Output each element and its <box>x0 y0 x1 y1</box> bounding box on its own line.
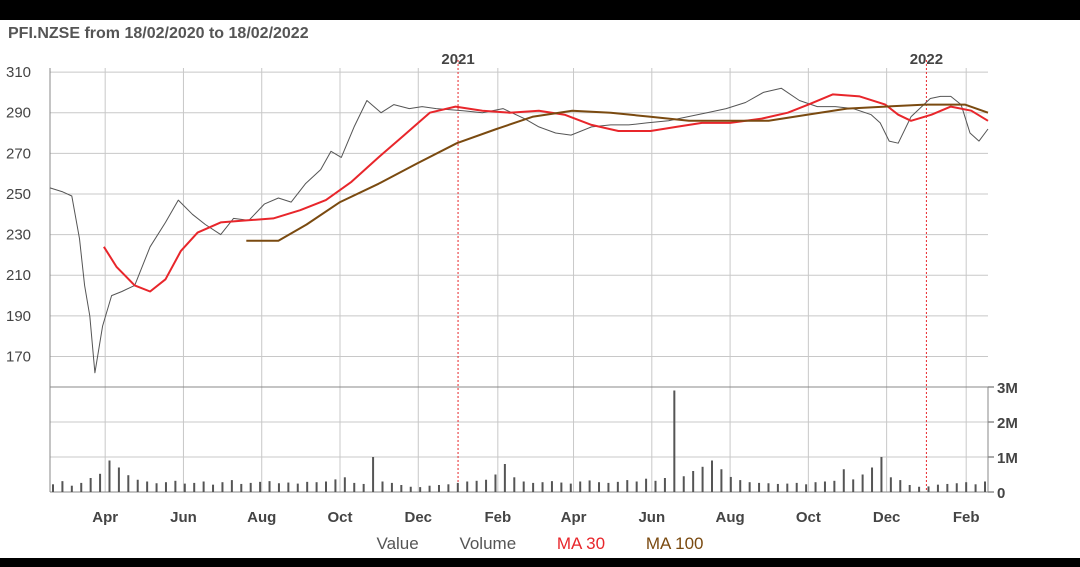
y-tick-label: 170 <box>6 349 31 366</box>
x-tick-label: Aug <box>715 509 744 526</box>
volume-tick-label: 3M <box>997 380 1018 397</box>
x-tick-label: Oct <box>327 509 352 526</box>
y-tick-label: 190 <box>6 308 31 325</box>
legend-ma30: MA 30 <box>556 534 606 553</box>
y-tick-label: 310 <box>6 64 31 81</box>
legend: Value Volume MA 30 MA 100 <box>0 534 1080 554</box>
year-marker-label: 2021 <box>441 51 474 68</box>
volume-tick-label: 0 <box>997 485 1005 502</box>
series-line-value <box>49 87 989 374</box>
x-tick-label: Feb <box>484 509 511 526</box>
x-tick-label: Dec <box>405 509 433 526</box>
series-line-ma30 <box>103 93 989 293</box>
chart-title: PFI.NZSE from 18/02/2020 to 18/02/2022 <box>8 25 309 42</box>
y-tick-label: 270 <box>6 145 31 162</box>
x-tick-label: Apr <box>92 509 118 526</box>
x-tick-label: Jun <box>170 509 197 526</box>
y-tick-label: 230 <box>6 227 31 244</box>
y-tick-label: 210 <box>6 267 31 284</box>
chart-frame: PFI.NZSE from 18/02/2020 to 18/02/2022 A… <box>0 20 1080 558</box>
x-tick-label: Aug <box>247 509 276 526</box>
legend-volume: Volume <box>459 534 517 553</box>
x-tick-label: Apr <box>561 509 587 526</box>
legend-value: Value <box>376 534 419 553</box>
year-marker-label: 2022 <box>910 51 943 68</box>
price-chart: Apr Jun Aug Oct Dec Feb Apr Jun Aug Oct Dec Feb 310 2… <box>6 51 1018 526</box>
x-tick-label: Dec <box>873 509 901 526</box>
y-tick-label: 250 <box>6 186 31 203</box>
x-tick-label: Jun <box>638 509 665 526</box>
x-tick-label: Feb <box>953 509 980 526</box>
y-tick-label: 290 <box>6 105 31 122</box>
volume-tick-label: 2M <box>997 415 1018 432</box>
legend-ma100: MA 100 <box>645 534 704 553</box>
volume-tick-label: 1M <box>997 450 1018 467</box>
series-line-ma100 <box>246 103 989 242</box>
x-tick-label: Oct <box>796 509 821 526</box>
